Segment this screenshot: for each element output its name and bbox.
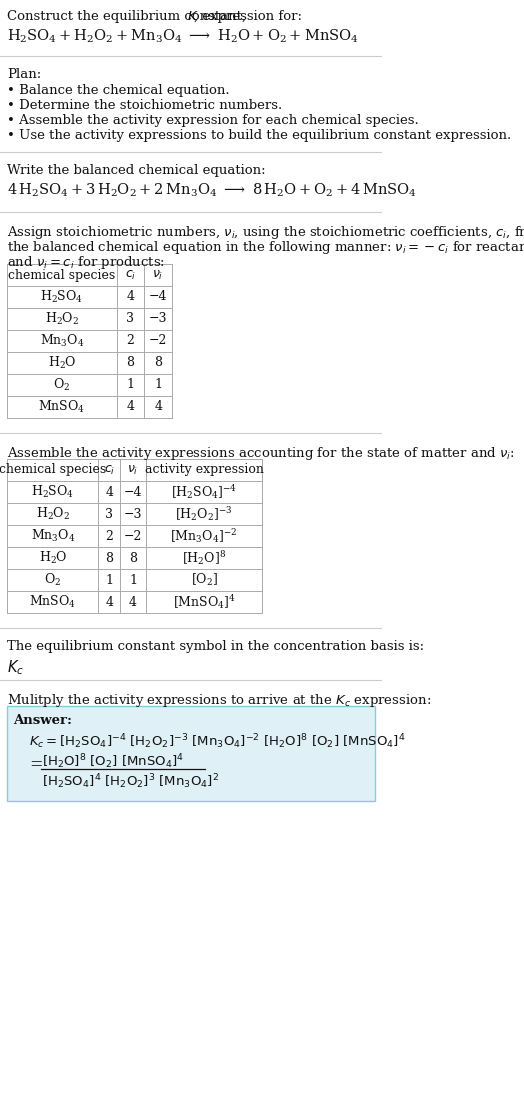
Text: $\mathregular{[MnSO_4]^4}$: $\mathregular{[MnSO_4]^4}$ bbox=[172, 593, 235, 611]
Text: activity expression: activity expression bbox=[145, 463, 264, 476]
Text: Mulitply the activity expressions to arrive at the $K_c$ expression:: Mulitply the activity expressions to arr… bbox=[7, 692, 431, 709]
Text: , expression for:: , expression for: bbox=[194, 10, 302, 23]
Text: $c_i$: $c_i$ bbox=[104, 463, 115, 476]
Text: =: = bbox=[29, 757, 42, 773]
Text: $\mathregular{H_2SO_4 + H_2O_2 + Mn_3O_4\ \longrightarrow\ H_2O + O_2 + MnSO_4}$: $\mathregular{H_2SO_4 + H_2O_2 + Mn_3O_4… bbox=[7, 28, 359, 45]
Text: $\mathregular{[O_2]}$: $\mathregular{[O_2]}$ bbox=[191, 572, 217, 588]
Text: Plan:: Plan: bbox=[7, 68, 41, 81]
Text: the balanced chemical equation in the following manner: $\nu_i = -c_i$ for react: the balanced chemical equation in the fo… bbox=[7, 239, 524, 256]
Text: $\nu_i$: $\nu_i$ bbox=[127, 463, 139, 476]
Text: chemical species: chemical species bbox=[8, 268, 116, 281]
Text: 1: 1 bbox=[105, 574, 113, 587]
Text: 2: 2 bbox=[105, 529, 113, 543]
Text: $\mathregular{[H_2SO_4]^{-4}}$: $\mathregular{[H_2SO_4]^{-4}}$ bbox=[171, 483, 237, 501]
Text: $\mathregular{O_2}$: $\mathregular{O_2}$ bbox=[53, 377, 71, 393]
Text: 2: 2 bbox=[126, 334, 134, 347]
Text: $K_c$: $K_c$ bbox=[7, 658, 25, 677]
Text: 8: 8 bbox=[105, 552, 113, 565]
Text: $\mathregular{H_2SO_4}$: $\mathregular{H_2SO_4}$ bbox=[31, 484, 74, 500]
Text: $[\mathrm{H_2O}]^{8}\ [\mathrm{O_2}]\ [\mathrm{MnSO_4}]^{4}$: $[\mathrm{H_2O}]^{8}\ [\mathrm{O_2}]\ [\… bbox=[42, 752, 184, 771]
Text: 4: 4 bbox=[105, 596, 113, 609]
Text: 1: 1 bbox=[154, 378, 162, 392]
Text: 4: 4 bbox=[126, 400, 135, 414]
Text: • Use the activity expressions to build the equilibrium constant expression.: • Use the activity expressions to build … bbox=[7, 129, 511, 142]
Text: 8: 8 bbox=[154, 356, 162, 370]
Text: 8: 8 bbox=[129, 552, 137, 565]
Text: −3: −3 bbox=[149, 312, 167, 325]
Text: 3: 3 bbox=[105, 507, 113, 521]
Text: −2: −2 bbox=[124, 529, 142, 543]
Text: $c_i$: $c_i$ bbox=[125, 268, 136, 281]
Text: 4: 4 bbox=[129, 596, 137, 609]
Text: −4: −4 bbox=[149, 290, 167, 303]
Text: $\mathregular{MnSO_4}$: $\mathregular{MnSO_4}$ bbox=[38, 399, 85, 415]
Text: and $\nu_i = c_i$ for products:: and $\nu_i = c_i$ for products: bbox=[7, 254, 166, 271]
Text: Assign stoichiometric numbers, $\nu_i$, using the stoichiometric coefficients, $: Assign stoichiometric numbers, $\nu_i$, … bbox=[7, 224, 524, 240]
FancyBboxPatch shape bbox=[7, 706, 375, 801]
Text: $\mathregular{MnSO_4}$: $\mathregular{MnSO_4}$ bbox=[29, 593, 77, 610]
Text: 4: 4 bbox=[154, 400, 162, 414]
Text: $\mathregular{H_2SO_4}$: $\mathregular{H_2SO_4}$ bbox=[40, 289, 83, 306]
Text: $K_c = [\mathrm{H_2SO_4}]^{-4}\ [\mathrm{H_2O_2}]^{-3}\ [\mathrm{Mn_3O_4}]^{-2}\: $K_c = [\mathrm{H_2SO_4}]^{-4}\ [\mathrm… bbox=[29, 732, 406, 751]
Text: $\mathregular{[H_2O_2]^{-3}}$: $\mathregular{[H_2O_2]^{-3}}$ bbox=[176, 505, 233, 523]
Text: −2: −2 bbox=[149, 334, 167, 347]
Text: $\mathregular{Mn_3O_4}$: $\mathregular{Mn_3O_4}$ bbox=[30, 528, 75, 544]
Text: −3: −3 bbox=[124, 507, 142, 521]
Text: 3: 3 bbox=[126, 312, 135, 325]
Text: $K$: $K$ bbox=[187, 10, 199, 23]
Text: • Assemble the activity expression for each chemical species.: • Assemble the activity expression for e… bbox=[7, 114, 419, 127]
Text: $\mathregular{[Mn_3O_4]^{-2}}$: $\mathregular{[Mn_3O_4]^{-2}}$ bbox=[170, 527, 237, 545]
Text: Assemble the activity expressions accounting for the state of matter and $\nu_i$: Assemble the activity expressions accoun… bbox=[7, 445, 515, 462]
Text: Answer:: Answer: bbox=[13, 714, 72, 727]
Text: $\mathregular{H_2O_2}$: $\mathregular{H_2O_2}$ bbox=[36, 506, 70, 522]
Text: −4: −4 bbox=[124, 485, 142, 499]
Text: 4: 4 bbox=[126, 290, 135, 303]
Text: $\mathregular{H_2O}$: $\mathregular{H_2O}$ bbox=[39, 550, 67, 566]
Text: chemical species: chemical species bbox=[0, 463, 106, 476]
Text: $[\mathrm{H_2SO_4}]^{4}\ [\mathrm{H_2O_2}]^{3}\ [\mathrm{Mn_3O_4}]^{2}$: $[\mathrm{H_2SO_4}]^{4}\ [\mathrm{H_2O_2… bbox=[42, 772, 220, 791]
Text: Write the balanced chemical equation:: Write the balanced chemical equation: bbox=[7, 164, 266, 176]
Text: $\mathregular{Mn_3O_4}$: $\mathregular{Mn_3O_4}$ bbox=[40, 333, 84, 349]
Text: 1: 1 bbox=[129, 574, 137, 587]
Text: $\mathregular{[H_2O]^8}$: $\mathregular{[H_2O]^8}$ bbox=[182, 549, 226, 567]
Text: • Balance the chemical equation.: • Balance the chemical equation. bbox=[7, 84, 230, 97]
Text: 4: 4 bbox=[105, 485, 113, 499]
Text: $\mathregular{4\,H_2SO_4 + 3\,H_2O_2 + 2\,Mn_3O_4\ \longrightarrow\ 8\,H_2O + O_: $\mathregular{4\,H_2SO_4 + 3\,H_2O_2 + 2… bbox=[7, 182, 418, 200]
Text: 8: 8 bbox=[126, 356, 135, 370]
Text: $\mathregular{H_2O_2}$: $\mathregular{H_2O_2}$ bbox=[45, 311, 79, 328]
Text: $\mathregular{O_2}$: $\mathregular{O_2}$ bbox=[44, 572, 61, 588]
Text: 1: 1 bbox=[126, 378, 135, 392]
Text: The equilibrium constant symbol in the concentration basis is:: The equilibrium constant symbol in the c… bbox=[7, 640, 424, 653]
Text: $\nu_i$: $\nu_i$ bbox=[152, 268, 164, 281]
Text: Construct the equilibrium constant,: Construct the equilibrium constant, bbox=[7, 10, 250, 23]
Text: $\mathregular{H_2O}$: $\mathregular{H_2O}$ bbox=[48, 355, 76, 371]
Text: • Determine the stoichiometric numbers.: • Determine the stoichiometric numbers. bbox=[7, 99, 282, 113]
